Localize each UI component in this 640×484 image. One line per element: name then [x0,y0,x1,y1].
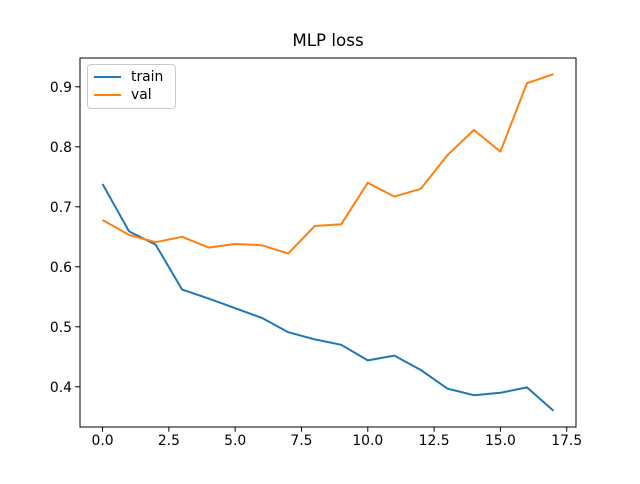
axes-frame [79,57,577,428]
legend-label-val: val [131,87,152,103]
train-line-swatch [94,76,121,78]
chart-title: MLP loss [292,30,363,50]
legend-item-train: train [94,69,163,85]
y-tick-label: 0.9 [50,80,72,96]
x-tick-label: 17.5 [551,433,582,449]
series-line-val [102,73,554,255]
x-tick-label: 2.5 [158,433,180,449]
val-line-swatch [94,94,121,96]
x-tick-label: 10.0 [352,433,383,449]
legend-item-val: val [94,87,163,103]
x-tick-label: 15.0 [485,433,516,449]
y-tick-label: 0.7 [50,200,72,216]
x-tick-label: 7.5 [290,433,312,449]
x-tick-label: 5.0 [224,433,246,449]
legend-label-train: train [131,69,164,85]
x-tick-label: 12.5 [419,433,450,449]
y-tick-label: 0.5 [50,320,72,336]
y-tick-label: 0.4 [50,380,72,396]
y-tick-label: 0.8 [50,140,72,156]
y-tick-label: 0.6 [50,260,72,276]
series-line-train [101,183,555,412]
legend: train val [87,64,177,109]
x-tick-label: 0.0 [92,433,114,449]
